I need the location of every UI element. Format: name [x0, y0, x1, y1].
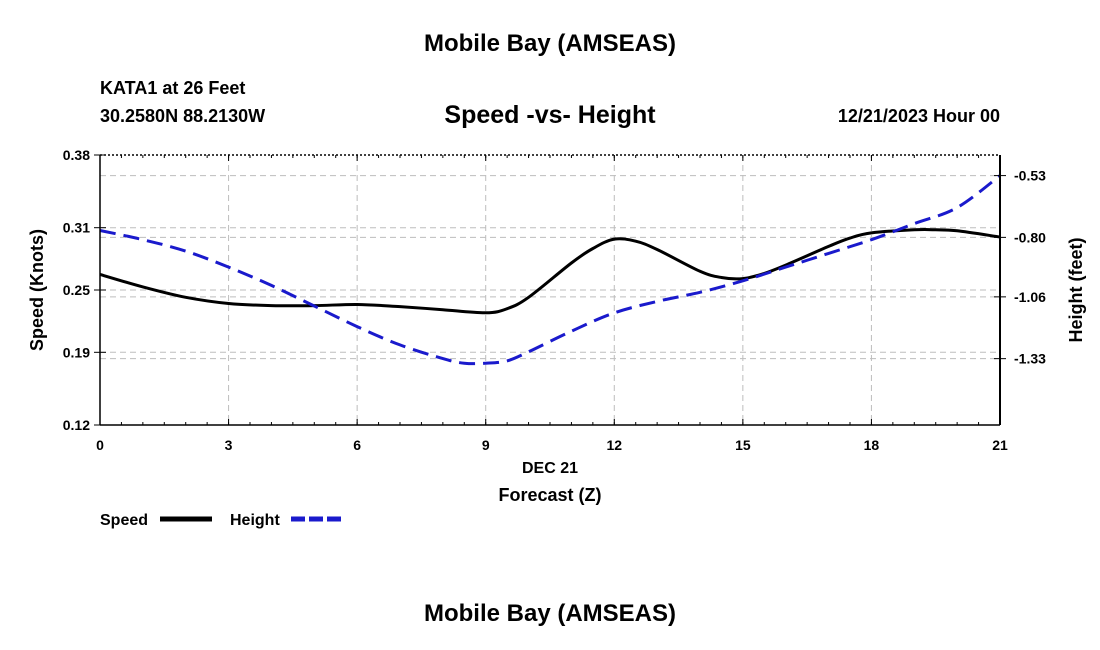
- y-right-tick-label: -1.06: [1014, 289, 1046, 305]
- y-right-tick-label: -0.53: [1014, 168, 1046, 184]
- main-title: Mobile Bay (AMSEAS): [423, 30, 677, 57]
- legend-label-height: Height: [230, 512, 280, 529]
- series-line-speed: [99, 228, 1001, 315]
- speed-height-chart: 0 3 6 9 12 15 18 21 0.12 0.19 0.25 0.31 0.38 -1.33 -1.…: [27, 147, 1086, 529]
- forecast-datetime: 12/21/2023 Hour 00: [837, 106, 1000, 126]
- series-lines: [99, 174, 1001, 366]
- series-line-height: [99, 174, 1001, 366]
- x-axis-date-label: DEC 21: [522, 460, 578, 477]
- y-right-tick-label: -0.80: [1014, 229, 1046, 245]
- x-tick-label: 12: [606, 437, 622, 453]
- x-tick-label: 6: [353, 437, 361, 453]
- y-tick-label: 0.31: [63, 220, 90, 236]
- legend-label-speed: Speed: [100, 512, 148, 529]
- coordinates-label: 30.2580N 88.2130W: [100, 106, 266, 126]
- x-tick-label: 9: [482, 437, 490, 453]
- x-tick-label: 15: [735, 437, 751, 453]
- y-tick-label: 0.25: [63, 282, 90, 298]
- chart-title: Speed -vs- Height: [444, 101, 656, 129]
- y-tick-label: 0.38: [63, 147, 90, 163]
- y-tick-label: 0.19: [63, 344, 90, 360]
- x-tick-label: 18: [864, 437, 880, 453]
- axes: [94, 154, 1006, 426]
- axis-labels: 0 3 6 9 12 15 18 21 0.12 0.19 0.25 0.31 0.38 -1.33 -1.…: [27, 147, 1086, 505]
- legend: Speed Height: [100, 512, 343, 529]
- x-tick-label: 21: [992, 437, 1008, 453]
- station-label: KATA1 at 26 Feet: [100, 78, 246, 98]
- grid-lines: [100, 155, 1000, 425]
- y-axis-title: Speed (Knots): [27, 229, 47, 351]
- x-tick-label: 3: [225, 437, 233, 453]
- y-right-axis-title: Height (feet): [1066, 238, 1086, 343]
- y-right-tick-label: -1.33: [1014, 351, 1046, 367]
- x-tick-label: 0: [96, 437, 104, 453]
- footer-title: Mobile Bay (AMSEAS): [423, 600, 677, 627]
- y-tick-label: 0.12: [63, 417, 90, 433]
- x-axis-title: Forecast (Z): [498, 485, 601, 505]
